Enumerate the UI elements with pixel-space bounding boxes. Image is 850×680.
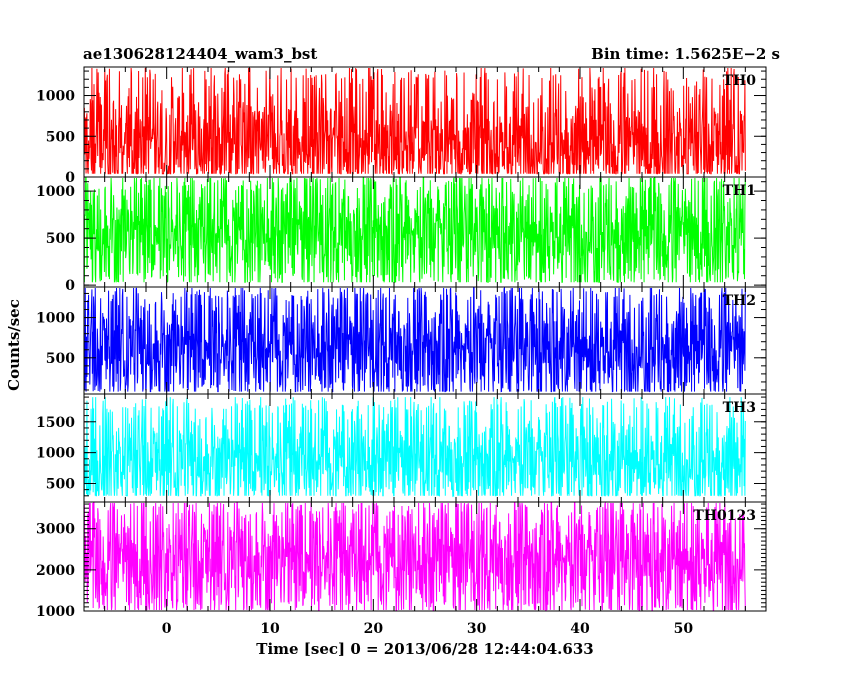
series-th1-line [83,176,746,284]
y-tick-label-th0123: 3000 [36,522,75,538]
y-tick-label-th0123: 2000 [36,563,75,579]
series-th2-line [83,286,746,393]
y-tick-label-th3: 1000 [36,446,75,462]
series-th0123-line [83,501,746,611]
bin-time-label: Bin time: 1.5625E−2 s [591,45,780,63]
panel-label-th1: TH1 [723,183,756,199]
chart-title: ae130628124404_wam3_bst [83,45,318,63]
panel-label-th2: TH2 [723,293,756,309]
y-tick-label-th2: 500 [46,351,75,367]
y-tick-label-th0: 1000 [36,89,75,105]
x-tick-label: 20 [364,621,384,637]
x-tick-label: 10 [260,621,280,637]
panel-label-th3: TH3 [723,400,756,416]
x-axis-label: Time [sec] 0 = 2013/06/28 12:44:04.633 [256,640,594,658]
x-tick-label: 40 [570,621,590,637]
panel-th0123-frame [83,501,767,612]
series-th3-line [83,396,746,498]
y-tick-label-th2: 1000 [36,311,75,327]
x-tick-label: 50 [674,621,694,637]
y-tick-label-th3: 500 [46,476,75,492]
x-tick-label: 30 [467,621,487,637]
y-tick-label-th0123: 1000 [36,604,75,620]
series-th0-line [83,67,746,176]
y-tick-label-th0: 0 [65,170,75,186]
y-tick-label-th0: 500 [46,129,75,145]
y-tick-label-th1: 500 [46,231,75,247]
y-tick-label-th1: 0 [65,278,75,294]
x-tick-label: 0 [162,621,172,637]
panel-label-th0: TH0 [723,73,757,89]
y-tick-label-th1: 1000 [36,184,75,200]
y-tick-label-th3: 1500 [36,415,75,431]
panel-label-th0123: TH0123 [693,508,756,524]
y-axis-label: Counts/sec [5,299,23,391]
